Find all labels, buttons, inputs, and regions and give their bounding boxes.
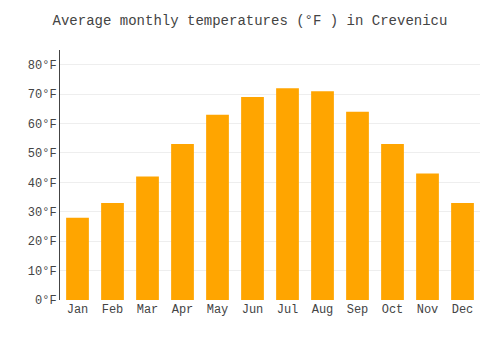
svg-text:60°F: 60°F xyxy=(28,118,57,132)
svg-text:Average monthly temperatures (: Average monthly temperatures (°F ) in Cr… xyxy=(53,13,448,29)
svg-text:Dec: Dec xyxy=(452,303,474,317)
svg-text:Nov: Nov xyxy=(417,303,439,317)
svg-text:30°F: 30°F xyxy=(28,206,57,220)
svg-text:Apr: Apr xyxy=(172,303,194,317)
svg-text:Mar: Mar xyxy=(137,303,159,317)
svg-text:20°F: 20°F xyxy=(28,235,57,249)
svg-text:May: May xyxy=(207,303,229,317)
svg-text:Jul: Jul xyxy=(277,303,299,317)
svg-text:Jun: Jun xyxy=(242,303,264,317)
svg-text:80°F: 80°F xyxy=(28,59,57,73)
svg-text:Oct: Oct xyxy=(382,303,404,317)
svg-text:0°F: 0°F xyxy=(35,294,57,308)
svg-text:70°F: 70°F xyxy=(28,88,57,102)
svg-text:Feb: Feb xyxy=(102,303,124,317)
svg-text:40°F: 40°F xyxy=(28,177,57,191)
svg-text:50°F: 50°F xyxy=(28,147,57,161)
svg-text:Sep: Sep xyxy=(347,303,369,317)
svg-text:Jan: Jan xyxy=(67,303,89,317)
svg-text:10°F: 10°F xyxy=(28,265,57,279)
svg-text:Aug: Aug xyxy=(312,303,334,317)
